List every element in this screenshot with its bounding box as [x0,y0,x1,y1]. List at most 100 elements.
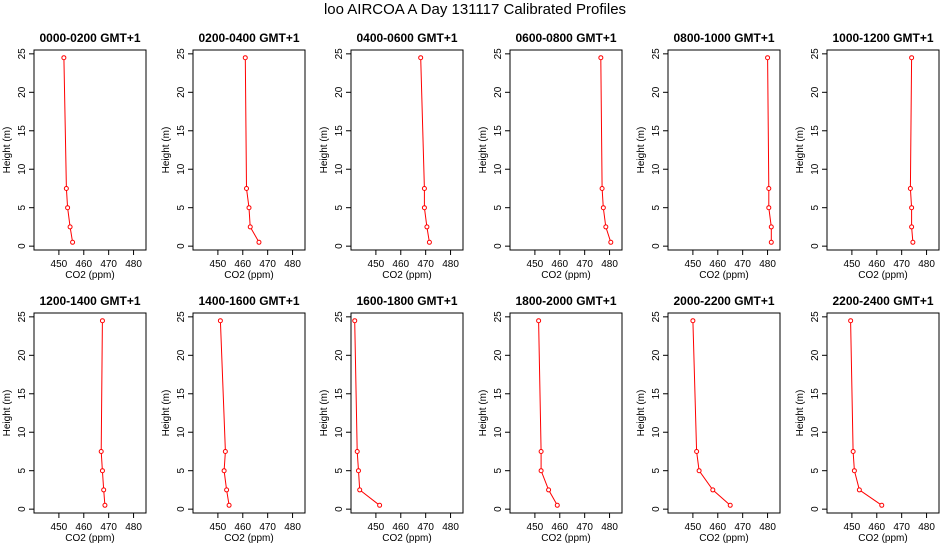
x-tick-label: 480 [918,522,935,533]
data-point [856,487,862,493]
y-tick-label: 25 [493,311,504,323]
data-point [67,224,73,230]
y-tick-label: 0 [810,243,821,249]
y-tick-label: 20 [810,86,821,98]
y-axis-label: Height (m) [2,390,13,437]
data-point [766,185,772,191]
x-tick-label: 460 [75,259,92,270]
x-tick-label: 480 [601,259,618,270]
x-axis-label: CO2 (ppm) [541,270,590,281]
data-point [768,224,774,230]
x-tick-label: 460 [709,259,726,270]
y-tick-label: 0 [651,243,662,249]
data-point [354,448,360,454]
series-line [767,57,772,243]
data-point [538,468,544,474]
data-point [256,239,262,245]
data-point [222,448,228,454]
series-line [244,57,260,243]
x-tick-label: 450 [210,259,227,270]
x-axis-label: CO2 (ppm) [858,533,907,544]
x-axis-label: CO2 (ppm) [65,270,114,281]
x-axis-label: CO2 (ppm) [699,270,748,281]
y-tick-label: 0 [493,243,504,249]
y-axis-label: Height (m) [161,127,172,174]
data-point [226,502,232,508]
x-tick-label: 480 [442,522,459,533]
x-tick-label: 470 [734,522,751,533]
data-point [99,318,105,324]
data-point [101,487,107,493]
x-tick-label: 450 [368,522,385,533]
y-tick-label: 5 [493,467,504,473]
series-line [219,320,230,506]
y-tick-label: 20 [651,86,662,98]
x-tick-label: 480 [284,522,301,533]
x-axis-label: CO2 (ppm) [541,533,590,544]
x-tick-label: 470 [100,259,117,270]
data-point [421,185,427,191]
x-tick-label: 480 [284,259,301,270]
data-point [352,318,358,324]
y-tick-label: 5 [651,467,662,473]
x-tick-label: 480 [442,259,459,270]
x-tick-label: 450 [51,259,68,270]
y-tick-label: 10 [176,426,187,438]
x-axis-label: CO2 (ppm) [382,270,431,281]
x-tick-label: 480 [759,522,776,533]
data-point [727,502,733,508]
y-tick-label: 25 [493,48,504,60]
y-tick-label: 15 [17,125,28,137]
series-line [600,57,612,243]
y-tick-label: 0 [334,243,345,249]
y-tick-label: 15 [810,125,821,137]
panel-title: 0800-1000 GMT+1 [673,31,774,45]
y-tick-label: 10 [810,426,821,438]
x-tick-label: 460 [75,522,92,533]
y-tick-label: 15 [651,388,662,400]
x-tick-label: 470 [576,259,593,270]
x-tick-label: 450 [210,522,227,533]
y-tick-label: 0 [651,506,662,512]
data-point [424,224,430,230]
panel-title: 0600-0800 GMT+1 [515,31,616,45]
y-axis-label: Height (m) [795,390,806,437]
data-point [696,468,702,474]
x-tick-label: 470 [734,259,751,270]
x-axis-label: CO2 (ppm) [224,533,273,544]
y-tick-label: 15 [176,388,187,400]
y-tick-label: 10 [334,163,345,175]
x-tick-label: 470 [893,522,910,533]
x-tick-label: 460 [234,259,251,270]
data-point [63,185,69,191]
data-point [377,502,383,508]
data-point [909,55,915,61]
data-point [224,487,230,493]
y-tick-label: 25 [17,311,28,323]
y-tick-label: 5 [17,467,28,473]
data-point [848,318,854,324]
y-tick-label: 5 [810,467,821,473]
series-line [420,57,430,243]
data-point [850,448,856,454]
plot-frame [667,49,781,251]
x-tick-label: 470 [417,522,434,533]
y-axis-label: Height (m) [319,390,330,437]
data-point [426,239,432,245]
x-tick-label: 470 [100,522,117,533]
x-axis-label: CO2 (ppm) [382,533,431,544]
y-tick-label: 10 [810,163,821,175]
y-tick-label: 0 [334,506,345,512]
data-point [768,239,774,245]
data-point [246,205,252,211]
data-point [221,468,227,474]
x-tick-label: 460 [551,522,568,533]
x-axis-label: CO2 (ppm) [699,533,748,544]
y-tick-label: 25 [334,311,345,323]
y-tick-label: 25 [810,311,821,323]
data-point [603,224,609,230]
y-tick-label: 10 [17,163,28,175]
y-tick-label: 15 [334,125,345,137]
panel-title: 0200-0400 GMT+1 [198,31,299,45]
data-point [690,318,696,324]
